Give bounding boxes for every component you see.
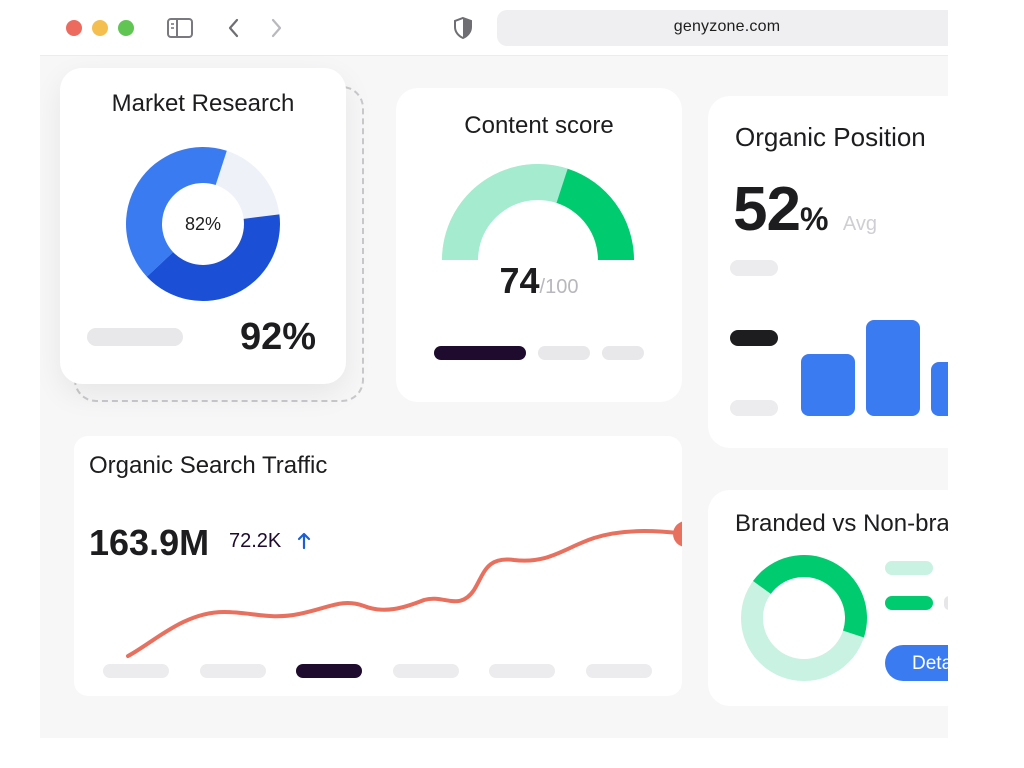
branded-legend-marker [944, 596, 948, 610]
branded-title: Branded vs Non-branded [735, 510, 948, 537]
traffic-period-tab[interactable] [393, 664, 459, 678]
donut-segment-light [126, 147, 227, 277]
organic-traffic-delta: 72.2K [229, 530, 282, 552]
close-window-button[interactable] [66, 20, 82, 36]
branded-legend-bar [885, 596, 933, 610]
sidebar-toggle-icon[interactable] [166, 16, 194, 40]
organic-position-unit: % [799, 201, 829, 237]
branded-donut [741, 555, 867, 681]
traffic-endpoint-marker[interactable] [673, 521, 682, 547]
details-button[interactable]: Details [885, 645, 948, 681]
maximize-window-button[interactable] [118, 20, 134, 36]
market-research-placeholder-bar [87, 328, 183, 346]
market-research-card[interactable]: Market Research 82% 92% [60, 68, 346, 384]
organic-traffic-card[interactable]: Organic Search Traffic 163.9M 72.2K [74, 436, 682, 696]
gauge-segment-active [556, 168, 634, 260]
content-score-gauge [442, 164, 634, 260]
organic-position-placeholder-bar [730, 400, 778, 416]
address-bar[interactable]: genyzone.com [497, 10, 948, 46]
content-score-total: /100 [539, 276, 579, 298]
content-score-tab[interactable] [538, 346, 590, 360]
url-text: genyzone.com [673, 18, 781, 35]
details-button-label: Details [912, 653, 948, 674]
content-score-tab-active[interactable] [434, 346, 526, 360]
traffic-period-tab-active[interactable] [296, 664, 362, 678]
organic-position-card[interactable]: Organic Position 52% Avg [708, 96, 948, 448]
organic-traffic-title: Organic Search Traffic [89, 452, 328, 479]
market-research-donut: 82% [126, 147, 280, 301]
organic-position-title: Organic Position [735, 122, 926, 152]
content-score-readout: 74/100 [396, 260, 682, 302]
arrow-up-icon [297, 532, 311, 550]
organic-position-placeholder-bar [730, 260, 778, 276]
shield-icon[interactable] [452, 16, 474, 40]
traffic-period-tab[interactable] [103, 664, 169, 678]
traffic-period-tab[interactable] [200, 664, 266, 678]
browser-toolbar: genyzone.com [40, 0, 948, 56]
minimize-window-button[interactable] [92, 20, 108, 36]
donut-segment-dark [146, 214, 280, 301]
organic-position-bar [931, 362, 948, 416]
organic-position-legend-active [730, 330, 778, 346]
organic-position-bar [866, 320, 920, 416]
branded-card[interactable]: Branded vs Non-branded Details [708, 490, 948, 706]
back-chevron-icon[interactable] [224, 16, 244, 40]
organic-traffic-value: 163.9M [89, 522, 210, 563]
content-score-title: Content score [464, 112, 614, 139]
organic-position-readout: 52% Avg [733, 174, 877, 245]
donut-center-label: 82% [185, 214, 221, 234]
content-score-value: 74 [499, 260, 540, 301]
branded-donut-segment [753, 555, 867, 638]
browser-window: genyzone.com Market Research 82% 92% Con… [40, 0, 948, 738]
traffic-period-tab[interactable] [489, 664, 555, 678]
branded-legend-bar [885, 561, 933, 575]
content-score-card[interactable]: Content score 74/100 [396, 88, 682, 402]
traffic-line-chart [126, 521, 682, 658]
market-research-value: 92% [239, 316, 316, 358]
organic-position-bar [801, 354, 855, 416]
organic-position-value: 52 [733, 175, 801, 244]
forward-chevron-icon[interactable] [266, 16, 286, 40]
market-research-title: Market Research [111, 90, 295, 117]
content-score-tab[interactable] [602, 346, 644, 360]
traffic-period-tab[interactable] [586, 664, 652, 678]
traffic-line [126, 529, 682, 658]
organic-position-suffix: Avg [842, 213, 877, 235]
